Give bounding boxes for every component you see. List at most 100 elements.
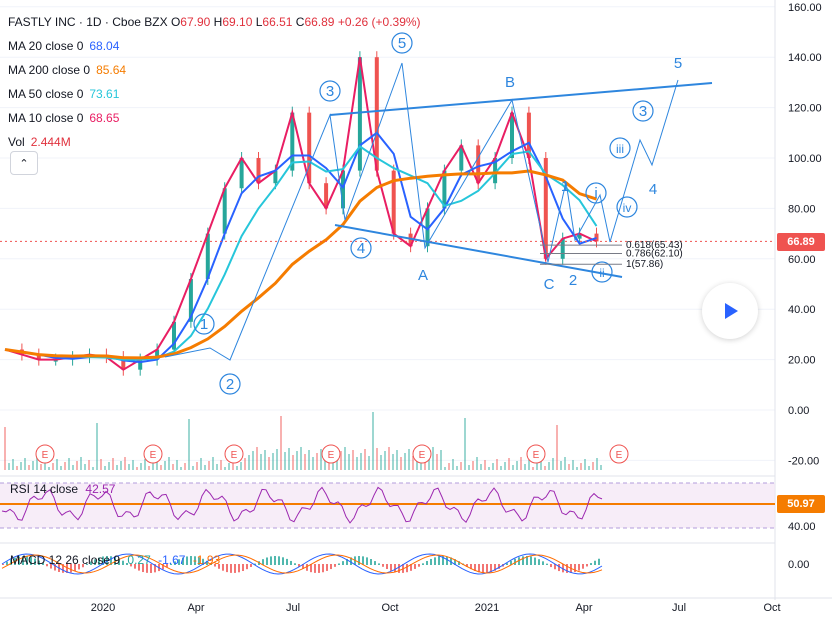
earnings-marker-label: E	[42, 450, 49, 461]
macd-histogram-bar	[406, 564, 408, 573]
collapse-legend-button[interactable]: ⌃	[10, 151, 38, 175]
macd-histogram-bar	[22, 556, 24, 565]
candle-body	[256, 158, 261, 184]
macd-histogram-bar	[254, 563, 256, 565]
volume-bar	[384, 451, 386, 470]
macd-histogram-bar	[506, 563, 508, 565]
indicator-value: 68.65	[89, 111, 120, 125]
macd-histogram-value: 0.27	[127, 553, 151, 567]
volume-bar	[100, 459, 102, 470]
volume-bar	[192, 466, 194, 470]
volume-bar	[560, 461, 562, 470]
wave-label: 4	[649, 181, 657, 198]
macd-histogram-bar	[178, 559, 180, 565]
high-label: H	[213, 15, 223, 29]
volume-bar	[296, 451, 298, 470]
macd-histogram-bar	[34, 558, 36, 565]
volume-bar	[104, 466, 106, 470]
symbol-title[interactable]: FASTLY INC · 1D · Cboe BZX	[8, 15, 168, 29]
volume-bar	[280, 416, 282, 470]
volume-bar	[596, 458, 598, 470]
volume-bar	[428, 451, 430, 470]
volume-bar	[344, 447, 346, 470]
macd-value: -1.67	[158, 553, 186, 567]
macd-histogram-bar	[70, 564, 72, 573]
macd-histogram-bar	[186, 556, 188, 565]
volume-bar	[524, 464, 526, 470]
ma50-line	[4, 145, 598, 361]
candle-body	[374, 57, 379, 171]
macd-histogram-bar	[510, 560, 512, 565]
macd-histogram-bar	[366, 557, 368, 565]
macd-histogram-bar	[530, 556, 532, 565]
wave-label: 5	[398, 35, 406, 52]
wave-label: A	[418, 267, 428, 284]
macd-histogram-bar	[102, 556, 104, 565]
earnings-marker-label: E	[616, 450, 623, 461]
indicator-ma200[interactable]: MA 200 close 0 85.64	[8, 58, 421, 82]
macd-histogram-bar	[62, 564, 64, 573]
price-axis-label: 100.00	[788, 153, 822, 165]
indicator-label: MA 50 close 0	[8, 87, 84, 101]
earnings-marker-label: E	[419, 450, 426, 461]
volume-bar	[452, 459, 454, 470]
macd-histogram-bar	[202, 558, 204, 565]
volume-bar	[268, 457, 270, 470]
time-axis-label: Apr	[187, 602, 204, 614]
volume-bar	[124, 457, 126, 470]
rsi-legend[interactable]: RSI 14 close 42.57	[10, 482, 115, 496]
macd-histogram-bar	[90, 561, 92, 565]
price-axis-label: -20.00	[788, 455, 819, 467]
macd-histogram-bar	[498, 564, 500, 569]
macd-legend[interactable]: MACD 12 26 close 9 0.27 -1.67 -1.93	[10, 553, 220, 567]
low-label: L	[255, 15, 263, 29]
macd-histogram-bar	[418, 564, 420, 567]
indicator-ma10[interactable]: MA 10 close 0 68.65	[8, 106, 421, 130]
volume-bar	[200, 458, 202, 470]
volume-bar	[292, 455, 294, 470]
indicator-ma20[interactable]: MA 20 close 0 68.04	[8, 34, 421, 58]
volume-bar	[516, 461, 518, 470]
rsi-level-tag: 50.97	[777, 495, 825, 513]
macd-histogram-bar	[150, 564, 152, 573]
volume-bar	[172, 464, 174, 470]
macd-histogram-bar	[198, 557, 200, 565]
volume-bar	[412, 456, 414, 470]
macd-histogram-bar	[278, 556, 280, 565]
macd-histogram-bar	[94, 559, 96, 565]
macd-axis-label: 0.00	[788, 559, 809, 571]
macd-histogram-bar	[230, 564, 232, 573]
volume-bar	[432, 447, 434, 470]
time-axis-label: Jul	[672, 602, 686, 614]
play-icon	[725, 303, 738, 319]
macd-histogram-bar	[6, 561, 8, 565]
candle-body	[222, 188, 227, 234]
macd-histogram-bar	[66, 564, 68, 573]
indicator-vol[interactable]: Vol 2.444M	[8, 130, 421, 154]
macd-histogram-bar	[18, 556, 20, 565]
indicator-ma50[interactable]: MA 50 close 0 73.61	[8, 82, 421, 106]
macd-histogram-bar	[26, 556, 28, 565]
candle-body	[526, 112, 531, 158]
volume-bar	[396, 450, 398, 470]
macd-histogram-bar	[190, 556, 192, 565]
volume-bar	[44, 460, 46, 470]
volume-bar	[404, 453, 406, 470]
volume-bar	[600, 465, 602, 470]
wave-label-circle	[350, 237, 372, 259]
wave-label-circle	[609, 137, 631, 159]
volume-bar	[356, 457, 358, 470]
close-value: 66.89	[304, 15, 335, 29]
fib-level-label: 0.786(62.10)	[626, 249, 683, 260]
volume-bar	[160, 465, 162, 470]
volume-bar	[76, 461, 78, 470]
candle-body	[357, 57, 362, 171]
macd-histogram-bar	[110, 556, 112, 565]
earnings-marker-label: E	[533, 450, 540, 461]
volume-bar	[308, 450, 310, 470]
volume-bar	[408, 449, 410, 470]
replay-play-button[interactable]	[702, 283, 758, 339]
volume-bar	[536, 463, 538, 470]
macd-histogram-bar	[594, 560, 596, 565]
